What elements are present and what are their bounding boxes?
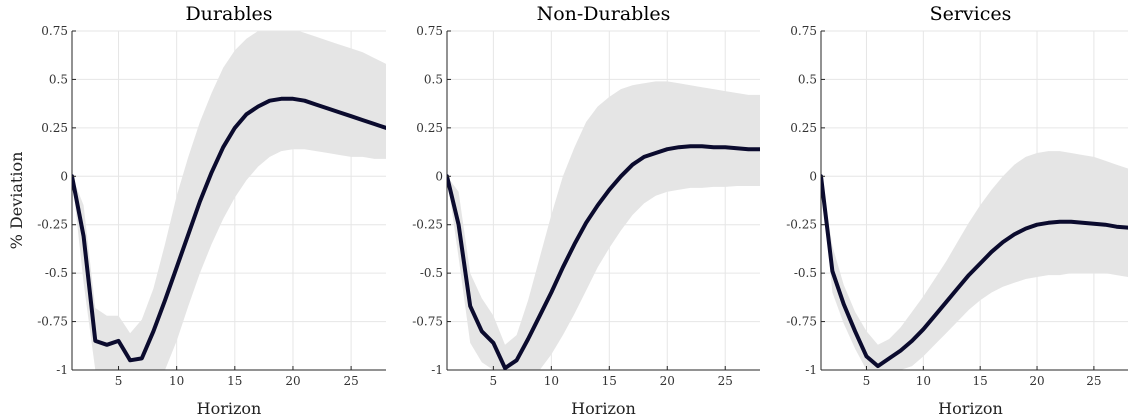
y-tick-label: -0.5 xyxy=(420,266,443,280)
y-tick-label: -0.5 xyxy=(794,266,817,280)
y-tick-label: 0.5 xyxy=(798,72,817,86)
panel-title: Durables xyxy=(185,3,272,25)
y-tick-label: -0.25 xyxy=(37,218,68,232)
x-axis-label: Horizon xyxy=(938,399,1003,418)
x-tick-label: 10 xyxy=(544,374,559,388)
x-tick-label: 25 xyxy=(343,374,358,388)
y-tick-label: -1 xyxy=(805,363,817,377)
x-tick-label: 20 xyxy=(285,374,300,388)
y-tick-label: 0.25 xyxy=(790,121,817,135)
panel-title: Services xyxy=(930,3,1012,25)
x-axis-label: Horizon xyxy=(197,399,262,418)
y-tick-label: 0.75 xyxy=(41,24,68,38)
x-tick-label: 15 xyxy=(602,374,617,388)
y-tick-label: -1 xyxy=(431,363,443,377)
confidence-band xyxy=(447,81,760,370)
panel-2: -1 -0.75 -0.5 -0.25 0 0.25 0.5 0.75 5 10 15 20 25 Non… xyxy=(412,3,760,418)
y-axis-label: % Deviation xyxy=(7,152,26,250)
y-tick-label: 0 xyxy=(60,169,68,183)
x-tick-label: 25 xyxy=(718,374,733,388)
y-tick-label: 0.5 xyxy=(49,72,68,86)
x-tick-label: 15 xyxy=(973,374,988,388)
panel-title: Non-Durables xyxy=(537,3,671,25)
y-tick-label: 0.25 xyxy=(41,121,68,135)
x-tick-label: 5 xyxy=(490,374,498,388)
y-tick-label: 0.25 xyxy=(416,121,443,135)
y-tick-label: 0 xyxy=(809,169,817,183)
x-tick-label: 25 xyxy=(1086,374,1101,388)
x-tick-label: 20 xyxy=(660,374,675,388)
panel-3: -1 -0.75 -0.5 -0.25 0 0.25 0.5 0.75 5 10 15 20 25 Ser… xyxy=(786,3,1128,418)
confidence-band xyxy=(72,31,386,370)
y-tick-label: -0.25 xyxy=(786,218,817,232)
y-tick-label: -1 xyxy=(56,363,68,377)
y-tick-label: -0.75 xyxy=(412,315,443,329)
y-tick-label: -0.5 xyxy=(45,266,68,280)
y-tick-label: 0 xyxy=(435,169,443,183)
y-tick-label: 0.75 xyxy=(416,24,443,38)
confidence-band xyxy=(821,151,1128,370)
y-tick-label: -0.75 xyxy=(37,315,68,329)
x-tick-label: 15 xyxy=(227,374,242,388)
x-tick-label: 10 xyxy=(916,374,931,388)
x-axis-label: Horizon xyxy=(571,399,636,418)
y-tick-label: 0.5 xyxy=(424,72,443,86)
x-tick-label: 5 xyxy=(115,374,123,388)
irf-line xyxy=(821,174,1128,369)
x-tick-label: 10 xyxy=(169,374,184,388)
panel-1: -1 -0.75 -0.5 -0.25 0 0.25 0.5 0.75 5 10 15 20 25 Dur… xyxy=(7,3,386,418)
x-tick-label: 5 xyxy=(863,374,871,388)
irf-line xyxy=(72,96,386,363)
irf-line xyxy=(447,144,760,370)
x-tick-label: 20 xyxy=(1029,374,1044,388)
y-tick-label: -0.75 xyxy=(786,315,817,329)
y-tick-label: 0.75 xyxy=(790,24,817,38)
y-tick-label: -0.25 xyxy=(412,218,443,232)
